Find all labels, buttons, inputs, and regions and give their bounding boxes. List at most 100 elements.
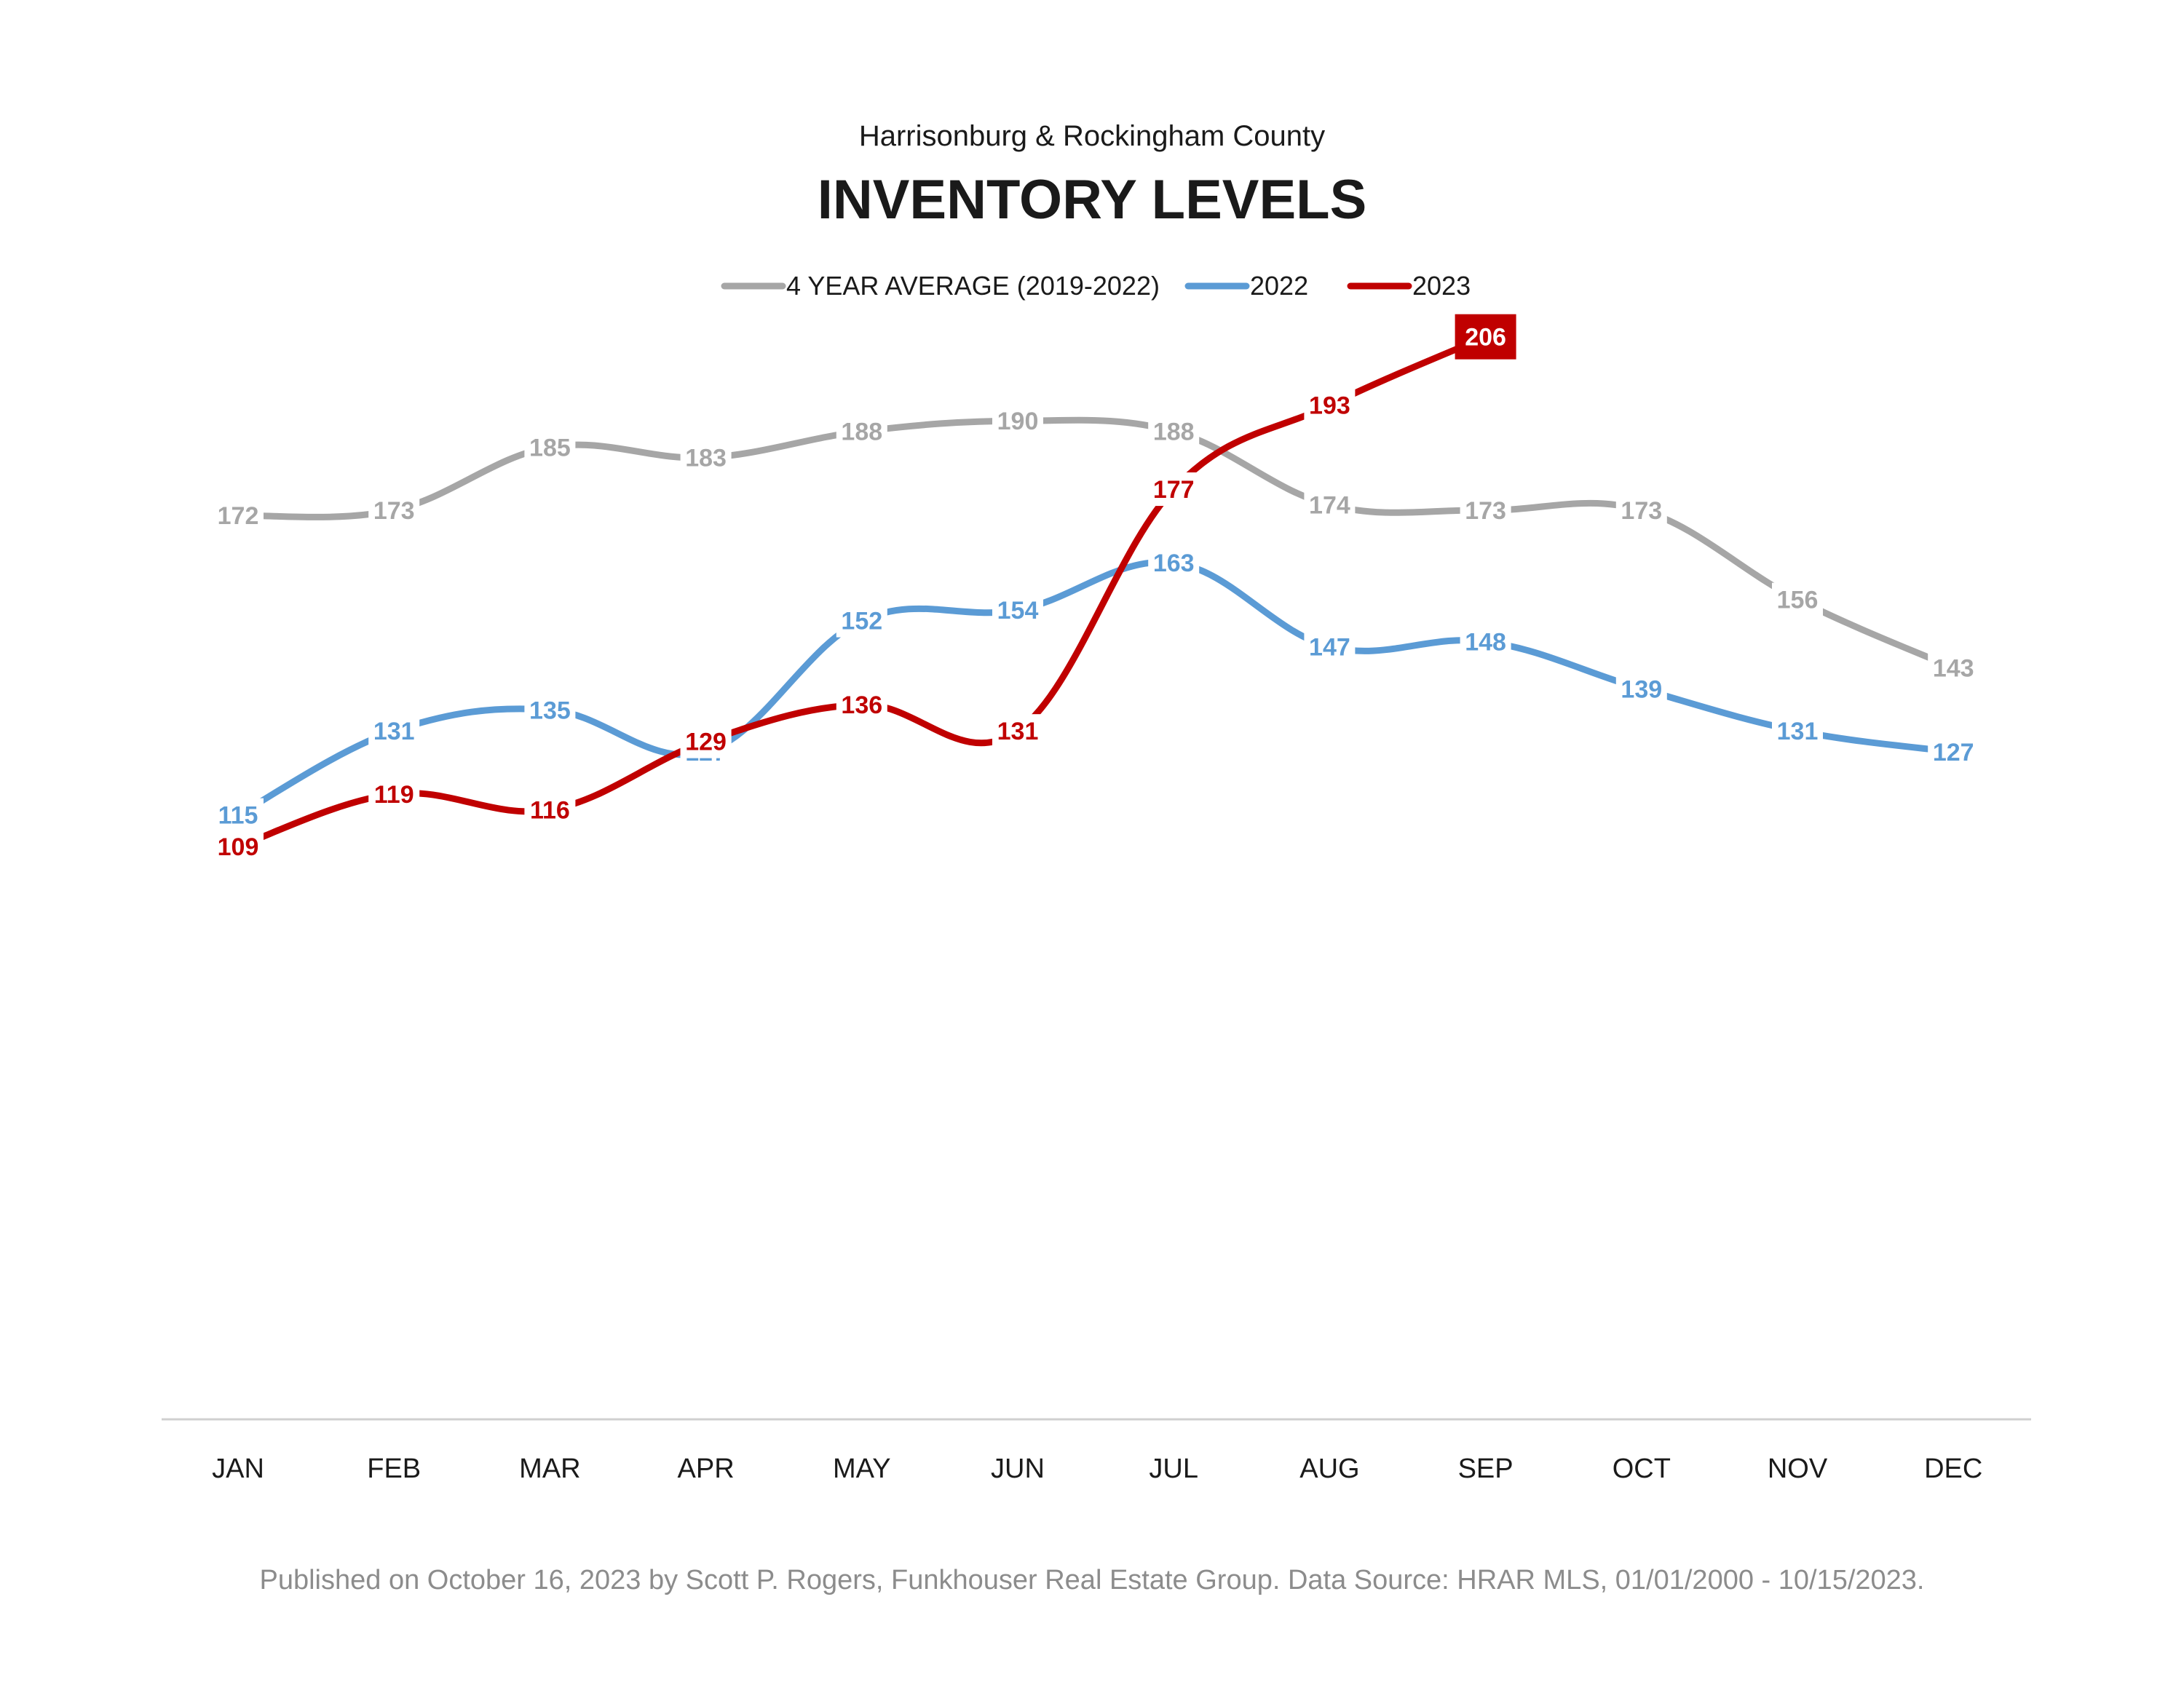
series-line-avg xyxy=(234,416,1957,672)
data-label-2023: 109 xyxy=(213,830,264,864)
label-knockout xyxy=(1928,651,1979,685)
label-knockout xyxy=(1148,414,1200,448)
data-label-text: 115 xyxy=(218,802,258,830)
data-label-text: 148 xyxy=(1465,628,1506,656)
data-label-avg: 173 xyxy=(1615,493,1667,527)
data-label-text: 193 xyxy=(1309,392,1350,420)
label-knockout xyxy=(1148,472,1200,507)
x-tick-label: DEC xyxy=(1924,1454,1982,1484)
data-label-text: 173 xyxy=(1621,497,1662,525)
data-labels: 172 173 185 183 188 190 188 174 173 173 156 143 115 1… xyxy=(213,314,1979,864)
data-label-text: 185 xyxy=(529,434,571,461)
label-knockout xyxy=(992,714,1043,748)
data-label-2023: 129 xyxy=(680,724,732,758)
label-knockout xyxy=(524,430,576,464)
legend-label-2023: 2023 xyxy=(1412,271,1471,301)
x-axis-ticks: JAN FEB MAR APR MAY JUN JUL AUG SEP OCT NOV DEC xyxy=(212,1454,1982,1484)
label-knockout xyxy=(1772,714,1823,748)
data-label-text: 152 xyxy=(841,608,882,635)
label-knockout xyxy=(1304,388,1356,422)
data-label-2023: 131 xyxy=(992,714,1043,748)
data-label-text: 127 xyxy=(1933,739,1974,766)
series-line-2023 xyxy=(234,333,1489,850)
label-knockout xyxy=(680,440,732,475)
data-label-2022: 147 xyxy=(1304,630,1356,664)
label-knockout xyxy=(368,714,420,748)
data-label-2022: 131 xyxy=(1772,714,1823,748)
data-label-2022: 154 xyxy=(992,593,1043,627)
data-label-2022: 148 xyxy=(1460,625,1511,659)
label-knockout xyxy=(1772,582,1823,616)
label-knockout xyxy=(1615,672,1667,706)
data-label-text: 147 xyxy=(1309,634,1350,662)
series-lines xyxy=(234,333,1957,850)
data-label-avg: 174 xyxy=(1304,488,1356,522)
label-knockout xyxy=(368,777,420,811)
label-knockout xyxy=(836,414,887,448)
data-label-text: 188 xyxy=(841,419,882,446)
data-label-text: 119 xyxy=(374,781,414,809)
data-label-2023: 206 xyxy=(1455,314,1516,360)
label-knockout xyxy=(213,830,264,864)
x-tick-label: JUL xyxy=(1149,1454,1198,1484)
label-knockout xyxy=(1304,630,1356,664)
data-label-avg: 143 xyxy=(1928,651,1979,685)
x-tick-label: OCT xyxy=(1613,1454,1671,1484)
data-label-text: 188 xyxy=(1153,419,1195,446)
chart-title: INVENTORY LEVELS xyxy=(818,169,1367,231)
legend-label-2022: 2022 xyxy=(1250,271,1308,301)
data-label-2022: 139 xyxy=(1615,672,1667,706)
data-label-text: 154 xyxy=(997,597,1039,625)
label-knockout xyxy=(992,593,1043,627)
data-label-text: 173 xyxy=(373,497,415,525)
label-knockout xyxy=(1615,493,1667,527)
data-label-text: 116 xyxy=(530,796,570,824)
data-label-text: 206 xyxy=(1465,324,1506,352)
data-label-text: 190 xyxy=(997,408,1039,435)
data-label-text: 174 xyxy=(1309,492,1350,520)
data-label-2023: 116 xyxy=(524,793,576,827)
label-knockout xyxy=(1460,493,1511,527)
data-label-2022: 152 xyxy=(836,603,887,638)
data-label-text: 131 xyxy=(373,718,415,745)
legend: 4 YEAR AVERAGE (2019-2022) 2022 2023 xyxy=(721,271,1471,301)
x-tick-label: MAR xyxy=(519,1454,580,1484)
data-label-text: 156 xyxy=(1777,587,1819,614)
data-label-text: 129 xyxy=(685,729,727,756)
data-label-2023: 177 xyxy=(1148,472,1200,507)
label-knockout xyxy=(1460,625,1511,659)
legend-label-avg: 4 YEAR AVERAGE (2019-2022) xyxy=(786,271,1160,301)
data-label-avg: 156 xyxy=(1772,582,1823,616)
data-label-2022: 115 xyxy=(213,798,264,832)
data-label-avg: 172 xyxy=(213,499,264,533)
label-knockout xyxy=(368,493,420,527)
data-label-text: 135 xyxy=(529,697,571,724)
data-label-2023: 136 xyxy=(836,688,887,722)
data-label-avg: 173 xyxy=(368,493,420,527)
label-knockout xyxy=(213,499,264,533)
data-label-text: 173 xyxy=(1465,497,1506,525)
x-tick-label: JUN xyxy=(991,1454,1045,1484)
label-knockout xyxy=(836,688,887,722)
x-tick-label: NOV xyxy=(1768,1454,1828,1484)
chart-subtitle: Harrisonburg & Rockingham County xyxy=(859,120,1325,152)
data-label-text: 139 xyxy=(1621,675,1662,703)
data-label-avg: 188 xyxy=(836,414,887,448)
label-knockout xyxy=(524,693,576,727)
data-label-2022: 131 xyxy=(368,714,420,748)
data-label-text: 172 xyxy=(218,502,259,530)
label-knockout xyxy=(680,724,732,758)
data-label-text: 109 xyxy=(218,833,259,861)
data-label-avg: 185 xyxy=(524,430,576,464)
data-label-2023: 193 xyxy=(1304,388,1356,422)
highlight-label-box xyxy=(1455,314,1516,360)
label-knockout xyxy=(213,798,264,832)
data-label-avg: 173 xyxy=(1460,493,1511,527)
x-tick-label: FEB xyxy=(367,1454,421,1484)
label-knockout xyxy=(836,603,887,638)
data-label-2022: 135 xyxy=(524,693,576,727)
data-label-text: 136 xyxy=(841,691,882,719)
footer-note: Published on October 16, 2023 by Scott P… xyxy=(260,1565,1925,1595)
series-line-2022 xyxy=(234,558,1957,819)
